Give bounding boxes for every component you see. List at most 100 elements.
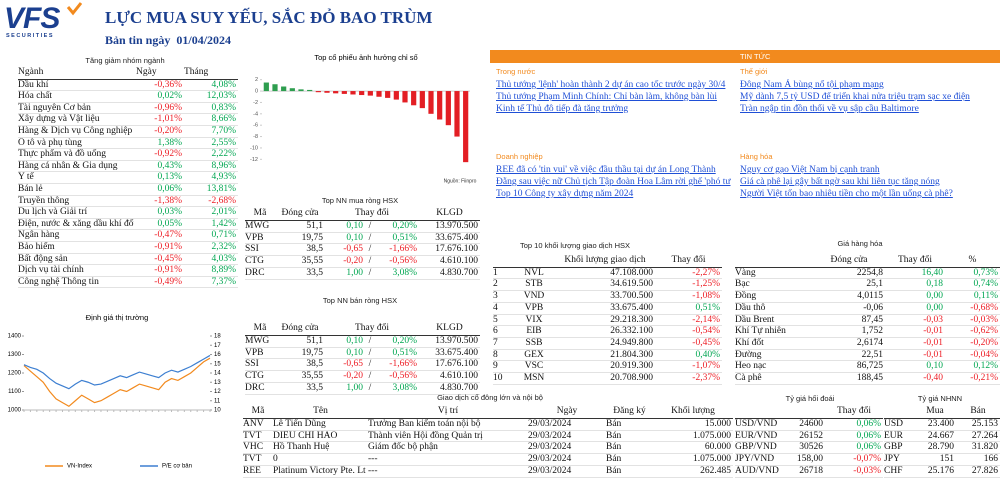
table-cell: 23.400: [927, 418, 954, 429]
row-rule: [245, 382, 480, 383]
bar: [376, 91, 382, 97]
row-rule: [493, 372, 722, 373]
table-cell: 8: [493, 349, 498, 360]
table-cell: -0,20%: [970, 337, 998, 348]
table-cell: 33.675.400: [610, 302, 653, 313]
news-link[interactable]: Mỹ dành 7,5 tỷ USD để triển khai nửa tri…: [740, 92, 970, 102]
table-cell: 0,06%: [157, 184, 182, 194]
row-rule: [18, 217, 238, 219]
news-link[interactable]: Thủ tướng 'lệnh' hoàn thành 2 dự án cao …: [496, 80, 726, 90]
table-cell: 29/03/2024: [528, 418, 572, 429]
news-link[interactable]: Đông Nam Á bùng nổ tội phạm mạng: [740, 80, 884, 90]
row-rule: [18, 287, 238, 289]
news-link[interactable]: Kinh tế Thủ đô tiếp đà tăng trưởng: [496, 104, 629, 114]
news-link[interactable]: Giá cà phê lại gây bất ngờ sau khi liên …: [740, 177, 940, 187]
table-cell: 33.675.400: [435, 232, 478, 243]
source-note: Nguồn: Fiinpro: [444, 178, 477, 184]
header-rule: [245, 334, 480, 336]
table-cell: 0,03%: [157, 207, 182, 218]
bar: [463, 91, 469, 163]
table-cell: DRC: [245, 383, 265, 393]
table-caption: Tỷ giá hối đoái: [785, 394, 835, 403]
row-rule: [18, 194, 238, 196]
table-cell: 19,75: [301, 347, 323, 358]
news-link[interactable]: Top 10 Công ty xây dựng năm 2024: [496, 189, 634, 199]
table-cell: Bạc: [735, 279, 750, 290]
table-cell: DIÊU CHÍ HÀO: [273, 430, 338, 441]
table-cell: 8,66%: [211, 114, 236, 125]
column-header: Đóng cửa: [830, 255, 868, 265]
table-cell: 2254,8: [856, 267, 883, 278]
table-cell: 4.610.100: [440, 256, 478, 267]
table-cell: 0,11%: [973, 291, 998, 302]
news-section: Doanh nghiệp REE đã có 'tin vui' về việc …: [496, 152, 736, 200]
row-rule: [884, 441, 1000, 443]
table-cell: 31.820: [971, 442, 998, 453]
table-cell: -2,27%: [692, 267, 720, 278]
bar: [272, 84, 278, 92]
table-cell: -0,04%: [970, 349, 998, 360]
bar: [350, 91, 356, 95]
table-cell: TVT: [243, 454, 262, 465]
news-link[interactable]: REE đã có 'tin vui' về việc đầu thầu tại…: [496, 165, 716, 175]
table-cell: 4,03%: [211, 253, 236, 264]
news-link[interactable]: Thủ tướng Phạm Minh Chính: Chỉ bàn làm, …: [496, 92, 718, 102]
row-rule: [493, 301, 722, 303]
table-cell: 0,13%: [157, 172, 182, 183]
news-link[interactable]: Đằng sau việc nữ Chủ tịch Tập đoàn Hoa L…: [496, 177, 731, 187]
row-rule: [243, 441, 733, 443]
table-cell: -1,08%: [692, 291, 720, 302]
y-tick-label: -8: [253, 134, 258, 140]
table-cell: Dầu thô: [735, 302, 766, 313]
table-cell: 2,55%: [211, 137, 236, 148]
bar: [341, 91, 347, 94]
table-cell: 0,02%: [157, 91, 182, 102]
table-cell: 30526: [799, 442, 823, 453]
table-cell: VHC: [243, 442, 264, 453]
table-cell: -1,66%: [389, 359, 417, 370]
bar: [324, 91, 330, 93]
table-cell: Thực phẩm và đồ uống: [18, 149, 106, 160]
table-cell: Y tế: [18, 172, 34, 183]
table-cell: VPB: [245, 347, 264, 358]
table-cell: Đồng: [735, 291, 757, 302]
row-rule: [735, 429, 883, 431]
table-cell: 33.700.500: [610, 291, 653, 302]
table-cell: VPB: [245, 232, 264, 243]
news-link[interactable]: Nguy cơ gạo Việt Nam bị cạnh tranh: [740, 165, 880, 175]
table-cell: 33,5: [306, 268, 323, 278]
table-cell: 24600: [799, 418, 823, 429]
table-cell: JPY: [884, 454, 900, 465]
row-rule: [18, 101, 238, 103]
table-cell: STB: [525, 279, 543, 290]
table-cell: -1,01%: [154, 114, 182, 125]
table-cell: -0,20: [343, 256, 363, 267]
bar: [419, 91, 425, 109]
table-cell: Dầu Brent: [735, 314, 775, 325]
bar: [333, 91, 339, 94]
row-rule: [18, 136, 238, 138]
table-cell: 27.264: [971, 430, 998, 441]
column-header: Mã: [253, 323, 267, 333]
column-header: Thay đổi: [354, 208, 390, 218]
news-link[interactable]: Người Việt tốn bao nhiêu tiền cho một lầ…: [740, 189, 953, 199]
news-section-title: Hàng hóa: [740, 152, 773, 161]
table-cell: Hàng & Dịch vụ Công nghiệp: [18, 126, 133, 136]
chart-title: Định giá thị trường: [86, 313, 148, 322]
y-tick-label: -12: [250, 157, 258, 163]
news-link[interactable]: Tràn ngập tin đồn thổi về vụ sập cầu Bal…: [740, 104, 919, 114]
table-cell: 60.000: [704, 442, 731, 453]
news-section-title: Doanh nghiệp: [496, 152, 543, 161]
table-cell: MSN: [523, 373, 545, 383]
table-cell: -2,37%: [692, 373, 720, 383]
table-cell: -0,47%: [154, 230, 182, 241]
chart-title: Top cổ phiếu ảnh hưởng chỉ số: [314, 53, 418, 62]
row-rule: [18, 252, 238, 254]
table-cell: VPB: [524, 302, 544, 313]
table-cell: -0,56%: [389, 371, 417, 382]
table-cell: Platinum Victory Pte. Ltd.: [273, 466, 366, 476]
table-cell: 24.667: [927, 430, 954, 441]
table-caption: Top 10 khối lượng giao dịch HSX: [519, 241, 631, 250]
row-rule: [245, 267, 480, 268]
table-cell: Đường: [735, 349, 762, 360]
